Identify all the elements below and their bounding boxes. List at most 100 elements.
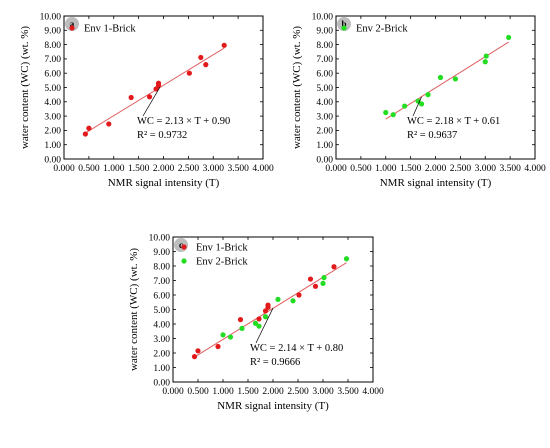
- x-tick-label: 2.500: [178, 164, 200, 174]
- y-tick-label: 7.00: [44, 55, 61, 65]
- y-tick-label: 5.00: [153, 306, 170, 316]
- y-tick-label: 10.00: [40, 12, 62, 22]
- data-point: [383, 109, 389, 116]
- equation-arrow: [255, 307, 274, 344]
- data-point: [343, 256, 350, 262]
- equation-arrow: [412, 96, 422, 117]
- fit-line: [194, 262, 347, 358]
- data-point: [290, 298, 296, 304]
- plot-frame: [172, 236, 374, 383]
- x-tick-label: 4.000: [362, 387, 384, 397]
- data-point: [482, 59, 488, 65]
- x-tick-label: 4.000: [252, 164, 274, 174]
- x-tick-label: 3.000: [475, 164, 497, 174]
- fit-equation: WC = 2.14 × T + 0.80: [250, 343, 343, 354]
- x-tick-label: 3.500: [227, 164, 249, 174]
- data-point: [275, 296, 281, 302]
- y-tick-label: 10.00: [149, 233, 171, 243]
- y-tick-label: 6.00: [44, 70, 61, 80]
- data-point: [320, 280, 326, 286]
- fit-equation: WC = 2.18 × T + 0.61: [407, 116, 500, 127]
- x-tick-label: 1.500: [128, 164, 150, 174]
- data-point: [195, 348, 201, 354]
- x-tick-label: 3.500: [337, 387, 359, 397]
- equation-arrow: [142, 86, 161, 117]
- y-tick-label: 2.00: [316, 127, 333, 137]
- data-point: [82, 131, 88, 137]
- data-point: [331, 264, 337, 270]
- y-tick-label: 1.00: [316, 141, 333, 151]
- data-point: [307, 276, 314, 282]
- y-tick-label: 3.00: [44, 112, 61, 122]
- x-tick-label: 1.000: [375, 164, 397, 174]
- panel-label-badge: [337, 17, 351, 31]
- data-point: [215, 343, 221, 350]
- y-tick-label: 5.00: [44, 84, 61, 94]
- y-tick-label: 8.00: [153, 262, 170, 272]
- y-tick-label: 0.00: [153, 378, 170, 388]
- y-axis-label: water content (WC) (wt. %): [291, 26, 303, 149]
- data-point: [86, 125, 92, 131]
- y-tick-label: 9.00: [44, 27, 61, 37]
- fit-equation: WC = 2.13 × T + 0.90: [137, 116, 230, 127]
- x-tick-label: 0.000: [162, 387, 184, 397]
- data-point: [312, 283, 319, 289]
- y-tick-label: 2.00: [44, 127, 61, 137]
- data-point: [237, 317, 244, 323]
- r-squared: R² = 0.9637: [407, 130, 457, 141]
- y-axis-label: water content (WC) (wt. %): [19, 26, 31, 149]
- x-tick-label: 3.000: [312, 387, 334, 397]
- x-tick-label: 3.500: [499, 164, 521, 174]
- legend-marker: [341, 25, 347, 31]
- y-tick-label: 8.00: [44, 41, 61, 51]
- data-point: [418, 101, 425, 107]
- data-point: [256, 316, 262, 322]
- data-point: [191, 354, 198, 360]
- x-axis-label: NMR signal intensity (T): [217, 400, 329, 412]
- data-point: [239, 325, 245, 331]
- x-tick-label: 1.000: [103, 164, 125, 174]
- data-point: [402, 103, 408, 109]
- y-tick-label: 6.00: [316, 70, 333, 80]
- panel-label: c: [179, 240, 183, 250]
- data-point: [256, 323, 262, 329]
- x-tick-label: 0.500: [187, 387, 209, 397]
- x-axis-label: NMR signal intensity (T): [380, 177, 492, 189]
- r-squared: R² = 0.9666: [250, 357, 300, 368]
- y-tick-label: 6.00: [153, 291, 170, 301]
- y-tick-label: 8.00: [316, 41, 333, 51]
- data-point: [262, 308, 269, 314]
- y-tick-label: 1.00: [153, 364, 170, 374]
- x-tick-label: 1.500: [400, 164, 422, 174]
- y-tick-label: 0.00: [316, 155, 333, 165]
- data-point: [128, 94, 134, 101]
- data-point: [390, 112, 396, 118]
- y-tick-label: 5.00: [316, 84, 333, 94]
- data-point: [296, 292, 302, 298]
- x-tick-label: 2.000: [425, 164, 447, 174]
- data-point: [106, 121, 112, 127]
- y-axis-label: water content (WC) (wt. %): [128, 248, 140, 371]
- data-point: [262, 314, 269, 320]
- data-point: [506, 34, 512, 41]
- y-tick-label: 4.00: [316, 98, 333, 108]
- data-point: [198, 54, 204, 61]
- data-point: [452, 76, 458, 82]
- panel-a: 0.000 0.500 1.000 1.500 2.000 2.500 3.000 3.500…: [19, 12, 274, 189]
- x-tick-label: 2.000: [153, 164, 175, 174]
- y-tick-label: 9.00: [153, 248, 170, 258]
- y-tick-label: 1.00: [44, 141, 61, 151]
- x-tick-label: 0.000: [325, 164, 347, 174]
- data-point: [155, 82, 162, 88]
- r-squared: R² = 0.9732: [137, 130, 187, 141]
- data-point: [437, 74, 444, 81]
- data-point: [146, 94, 153, 100]
- data-point: [203, 62, 209, 68]
- data-point: [252, 320, 259, 326]
- panel-label: b: [341, 19, 346, 29]
- x-tick-label: 2.500: [287, 387, 309, 397]
- x-tick-label: 4.000: [524, 164, 546, 174]
- y-tick-label: 7.00: [153, 277, 170, 287]
- data-point: [186, 70, 192, 76]
- legend-label: Env 1-Brick: [196, 243, 248, 254]
